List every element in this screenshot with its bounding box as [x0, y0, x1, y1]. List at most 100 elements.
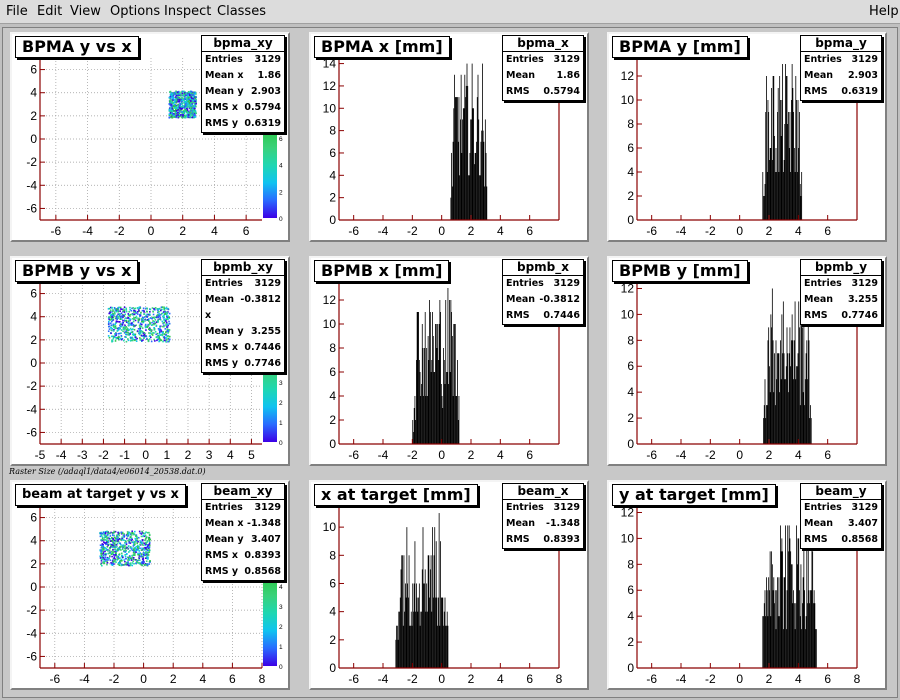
scatter-point: [149, 538, 152, 541]
scatter-point: [100, 554, 103, 557]
x-tick-label: -4: [56, 448, 67, 462]
x-tick-label: 8: [854, 672, 861, 686]
scatter-point: [118, 534, 121, 537]
pad-beam_y[interactable]: -6 -4 -2 0 2 4 6 8 0 2 4 6 8 10 12 y at target [mm] beam…: [607, 480, 887, 690]
pad-bpma_y[interactable]: -6 -4 -2 0 2 4 6 0 2 4 6 8 10 12 BPMA y [mm] bpma_y Entr…: [607, 32, 887, 242]
scatter-point: [123, 331, 126, 334]
scatter-point: [138, 333, 141, 336]
histogram-bar: [762, 172, 764, 220]
scatter-point: [130, 558, 133, 560]
histogram-bar: [765, 418, 767, 444]
scatter-point: [158, 338, 160, 341]
scatter-point: [129, 542, 132, 544]
scatter-point: [138, 530, 141, 533]
scatter-point: [163, 324, 165, 327]
y-tick-label: 0: [329, 213, 336, 227]
scatter-point: [116, 534, 118, 536]
x-tick-label: 4: [497, 224, 504, 238]
histogram-bar: [432, 527, 433, 668]
histogram-bar: [784, 577, 786, 668]
scatter-point: [133, 549, 135, 551]
scatter-point: [119, 338, 121, 341]
menu-inspect[interactable]: Inspect: [164, 4, 212, 19]
x-tick-label: 5: [248, 448, 255, 462]
scatter-point: [133, 552, 136, 555]
scatter-point: [135, 315, 138, 318]
histogram-bar: [791, 314, 793, 444]
scatter-point: [115, 327, 118, 329]
scatter-point: [124, 549, 127, 551]
histogram-bar: [458, 396, 460, 444]
scatter-point: [134, 554, 136, 556]
menu-edit[interactable]: Edit: [37, 4, 63, 19]
plot-title: y at target [mm]: [612, 484, 776, 506]
y-tick-label: -2: [26, 603, 37, 617]
stats-value: 2.903: [250, 86, 281, 97]
scatter-point: [111, 315, 113, 318]
menu-help[interactable]: Help: [869, 4, 899, 19]
stats-row: Entries 3129: [202, 52, 284, 68]
histogram-bar: [766, 172, 768, 220]
scatter-point: [136, 542, 139, 545]
scatter-point: [132, 307, 134, 309]
scatter-point: [178, 90, 180, 93]
histogram-bar: [425, 611, 427, 668]
scatter-point: [125, 546, 127, 548]
histogram-bar: [801, 172, 803, 220]
scatter-point: [125, 317, 128, 320]
x-tick-label: 0: [140, 672, 147, 686]
histogram-bar: [414, 541, 416, 668]
scatter-point: [112, 539, 114, 541]
scatter-point: [134, 548, 137, 550]
scatter-point: [173, 104, 176, 106]
histogram-bar: [416, 597, 418, 668]
stats-value: 0.5794: [543, 86, 580, 97]
pad-bpma_xy[interactable]: 0 2 4 6 -6 -4 -2 0 2 4 6 -6 -4 -2 0 2 4 6 BPMA y vs x bpma_…: [10, 32, 290, 242]
histogram-bar: [769, 160, 770, 220]
stats-label: RMS: [506, 86, 530, 97]
stats-label: RMS y: [205, 358, 239, 369]
pad-bpma_x[interactable]: -6 -4 -2 0 2 4 6 0 2 4 6 8 10 12 14 BPMA x [mm] bpma_x En…: [309, 32, 589, 242]
scatter-point: [166, 316, 168, 318]
stats-title: bpmb_y: [801, 260, 881, 276]
menu-file[interactable]: File: [6, 4, 28, 19]
stats-value: 3129: [553, 54, 580, 65]
histogram-bar: [434, 527, 436, 668]
scatter-point: [178, 108, 181, 111]
scatter-point: [174, 114, 177, 116]
scatter-point: [171, 93, 174, 96]
y-tick-label: 12: [621, 281, 635, 295]
y-tick-label: 14: [323, 57, 337, 71]
scatter-point: [131, 532, 134, 534]
histogram-bar: [792, 603, 794, 668]
menu-view[interactable]: View: [70, 4, 101, 19]
histogram-bar: [421, 569, 423, 668]
scatter-point: [112, 537, 114, 540]
stats-row: Entries 3129: [202, 276, 284, 292]
scatter-point: [108, 328, 111, 330]
pad-beam_x[interactable]: -6 -4 -2 0 2 4 6 8 0 2 4 6 8 10 x at target [mm] beam_x…: [309, 480, 589, 690]
histogram-bar: [470, 119, 472, 220]
scatter-point: [193, 112, 196, 115]
scatter-point: [113, 563, 115, 565]
scatter-point: [162, 315, 164, 318]
menu-classes[interactable]: Classes: [217, 4, 266, 19]
scatter-point: [180, 107, 182, 110]
scatter-point: [123, 326, 125, 328]
stats-row: RMS y 0.6319: [202, 116, 284, 132]
histogram-bar: [787, 525, 789, 668]
scatter-point: [127, 332, 130, 334]
pad-beam_xy[interactable]: 0 1 2 3 4 -6 -4 -2 0 2 4 6 8 -6 -4 -2 0 2 4 6 beam at target…: [10, 480, 290, 690]
pad-bpmb_y[interactable]: -6 -4 -2 0 2 4 6 0 2 4 6 8 10 12 BPMB y [mm] bpmb_y Entr…: [607, 256, 887, 466]
pad-bpmb_x[interactable]: -6 -4 -2 0 2 4 6 0 2 4 6 8 10 12 BPMB x [mm] bpmb_x Entr…: [309, 256, 589, 466]
scatter-point: [116, 540, 119, 542]
x-tick-label: 4: [497, 448, 504, 462]
y-tick-label: 12: [621, 69, 635, 83]
histogram-bar: [450, 300, 452, 444]
histogram-bar: [441, 396, 443, 444]
menu-options[interactable]: Options: [110, 4, 161, 19]
scatter-point: [119, 548, 121, 551]
scatter-point: [142, 561, 144, 563]
histogram-bar: [428, 360, 430, 444]
